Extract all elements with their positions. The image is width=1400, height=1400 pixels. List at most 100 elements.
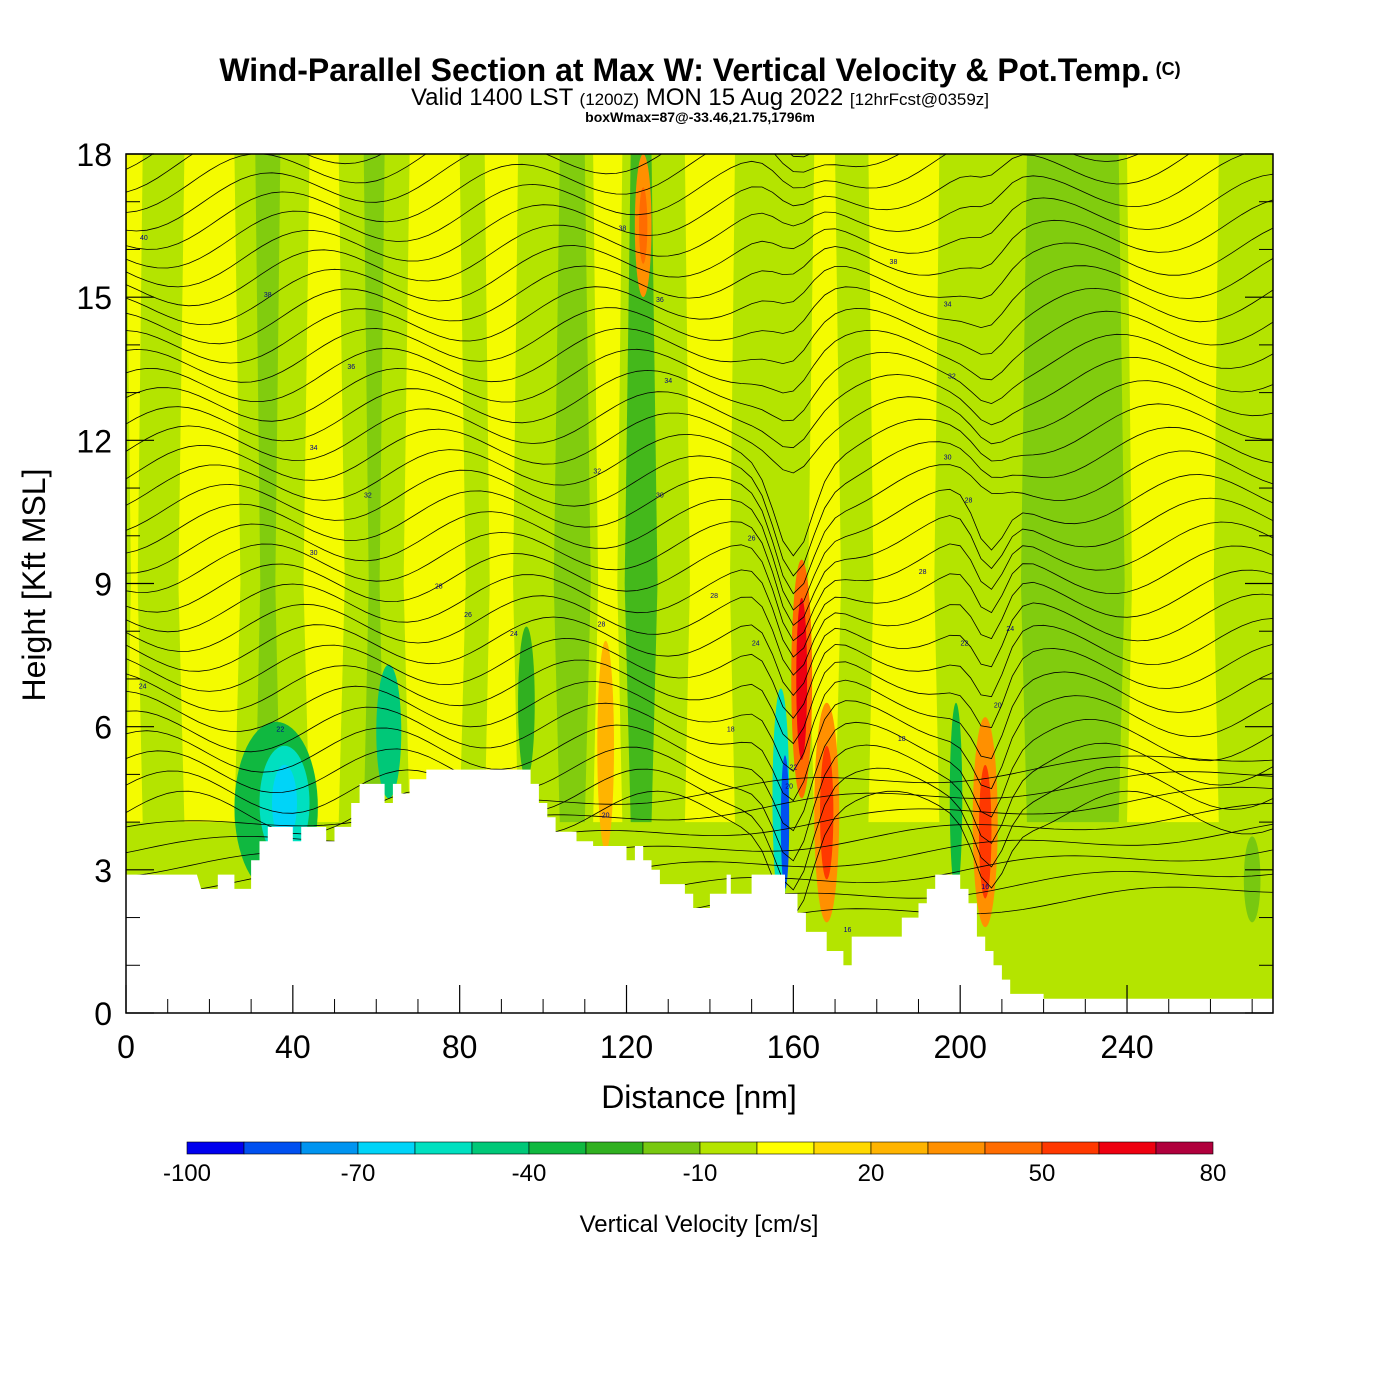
velocity-band xyxy=(553,154,591,823)
colorbar-swatch xyxy=(1155,1141,1214,1155)
theta-contour-label: 26 xyxy=(464,612,472,619)
theta-contour-label: 36 xyxy=(656,297,664,304)
theta-contour-label: 18 xyxy=(898,736,906,743)
theta-contour-label: 34 xyxy=(664,378,672,385)
theta-contour-label: 38 xyxy=(890,259,898,266)
velocity-band xyxy=(1127,154,1219,823)
valid-time: Valid 1400 LST xyxy=(410,84,573,111)
colorbar-swatch xyxy=(414,1141,473,1155)
theta-contour-line xyxy=(126,258,1273,383)
velocity-cell xyxy=(376,664,402,799)
theta-contour-label: 34 xyxy=(310,445,318,452)
x-tick-label: 120 xyxy=(600,1029,653,1065)
theta-contour-line xyxy=(126,380,1273,481)
theta-contour-label: 22 xyxy=(276,726,284,733)
theta-contour-label: 30 xyxy=(944,454,952,461)
theta-contour-line xyxy=(126,755,1273,828)
colorbar-tick-label: -100 xyxy=(163,1160,211,1187)
theta-contour-line xyxy=(126,474,1273,611)
chart-subtitle: Valid 1400 LST (1200Z) MON 15 Aug 2022 [… xyxy=(0,84,1400,112)
theta-contour-label: 30 xyxy=(310,550,318,557)
colorbar-swatch xyxy=(984,1141,1043,1155)
velocity-cell xyxy=(518,626,535,780)
theta-contour-line xyxy=(126,154,427,213)
y-tick-label: 6 xyxy=(94,710,112,746)
theta-contour-line xyxy=(126,742,1273,862)
velocity-cell xyxy=(597,640,614,851)
colorbar-swatch xyxy=(699,1141,758,1155)
theta-contour-line xyxy=(126,618,1273,719)
theta-contour-line xyxy=(126,357,1273,461)
colorbar-tick-label: -70 xyxy=(341,1160,376,1187)
colorbar-swatch xyxy=(300,1141,359,1155)
y-tick-label: 9 xyxy=(94,567,112,603)
velocity-band xyxy=(1020,154,1125,823)
theta-contour-label: 28 xyxy=(710,593,718,600)
theta-contour-label: 34 xyxy=(944,302,952,309)
colorbar-tick-label: -10 xyxy=(683,1160,718,1187)
y-axis-label: Height [Kft MSL] xyxy=(16,469,52,702)
theta-contour-label: 30 xyxy=(656,493,664,500)
theta-contour-line xyxy=(126,403,1273,557)
theta-contour-label: 22 xyxy=(960,641,968,648)
plot-area: 40 38 36 34 32 30 28 26 24 24 22 38 36 34 32 30 28 26 28 24… xyxy=(126,154,1273,1013)
colorbar-swatch xyxy=(186,1141,245,1155)
theta-contour-line xyxy=(126,227,1273,364)
theta-contour-label: 32 xyxy=(593,469,601,476)
theta-contour-line xyxy=(126,521,1273,642)
velocity-cell xyxy=(271,764,298,842)
colorbar-swatch xyxy=(1041,1141,1100,1155)
theta-contour-line xyxy=(126,671,1273,772)
valid-time-utc: (1200Z) xyxy=(579,90,640,109)
theta-contour-label: 24 xyxy=(1006,626,1014,633)
x-tick-label: 160 xyxy=(767,1029,820,1065)
theta-contour-line xyxy=(126,173,1273,326)
velocity-band xyxy=(178,154,241,823)
theta-contour-line xyxy=(126,154,812,232)
copyright-mark: (C) xyxy=(1155,59,1181,79)
theta-contour-line xyxy=(126,154,1140,269)
theta-contour-label: 28 xyxy=(965,497,973,504)
colorbar-swatch xyxy=(585,1141,644,1155)
theta-contour-line xyxy=(126,154,154,170)
velocity-cell xyxy=(639,187,648,264)
colorbar-swatch xyxy=(756,1141,815,1155)
theta-contour-label: 20 xyxy=(785,784,793,791)
y-tick-label: 0 xyxy=(94,996,112,1032)
x-axis-label: Distance [nm] xyxy=(601,1079,797,1115)
terrain xyxy=(126,769,1273,1013)
theta-contour-line xyxy=(126,199,1273,345)
theta-contours xyxy=(126,154,1273,966)
theta-contour-label: 26 xyxy=(748,536,756,543)
velocity-cell xyxy=(796,597,808,761)
y-tick-label: 3 xyxy=(94,853,112,889)
colorbar-tick-label: 50 xyxy=(1029,1160,1056,1187)
colorbar-swatch xyxy=(357,1141,416,1155)
theta-contour-line xyxy=(126,333,1273,442)
theta-contour-line xyxy=(126,154,383,193)
colorbar-swatch xyxy=(927,1141,986,1155)
colorbar-swatch xyxy=(528,1141,587,1155)
theta-contour-label: 18 xyxy=(727,726,735,733)
theta-contour-line xyxy=(126,643,1273,745)
theta-contour-line xyxy=(126,718,1273,832)
colorbar-tick-label: -40 xyxy=(512,1160,547,1187)
theta-contour-label: 16 xyxy=(844,927,852,934)
theta-contour-label: 38 xyxy=(618,225,626,232)
colorbar: -100 -70 -40 -10 20 50 80 xyxy=(163,1141,1226,1187)
theta-contour-label: 22 xyxy=(789,765,797,772)
colorbar-swatch xyxy=(642,1141,701,1155)
theta-contour-label: 20 xyxy=(994,703,1002,710)
theta-contour-label: 28 xyxy=(435,583,443,590)
colorbar-tick-label: 20 xyxy=(858,1160,885,1187)
theta-contour-label: 20 xyxy=(602,812,610,819)
chart-title-main: Wind-Parallel Section at Max W: Vertical… xyxy=(219,52,1150,88)
theta-contour-label: 38 xyxy=(264,292,272,299)
theta-contour-line xyxy=(126,450,1273,595)
colorbar-swatch xyxy=(243,1141,302,1155)
x-tick-label: 240 xyxy=(1100,1029,1153,1065)
velocity-band xyxy=(868,154,940,823)
x-tick-label: 200 xyxy=(933,1029,986,1065)
